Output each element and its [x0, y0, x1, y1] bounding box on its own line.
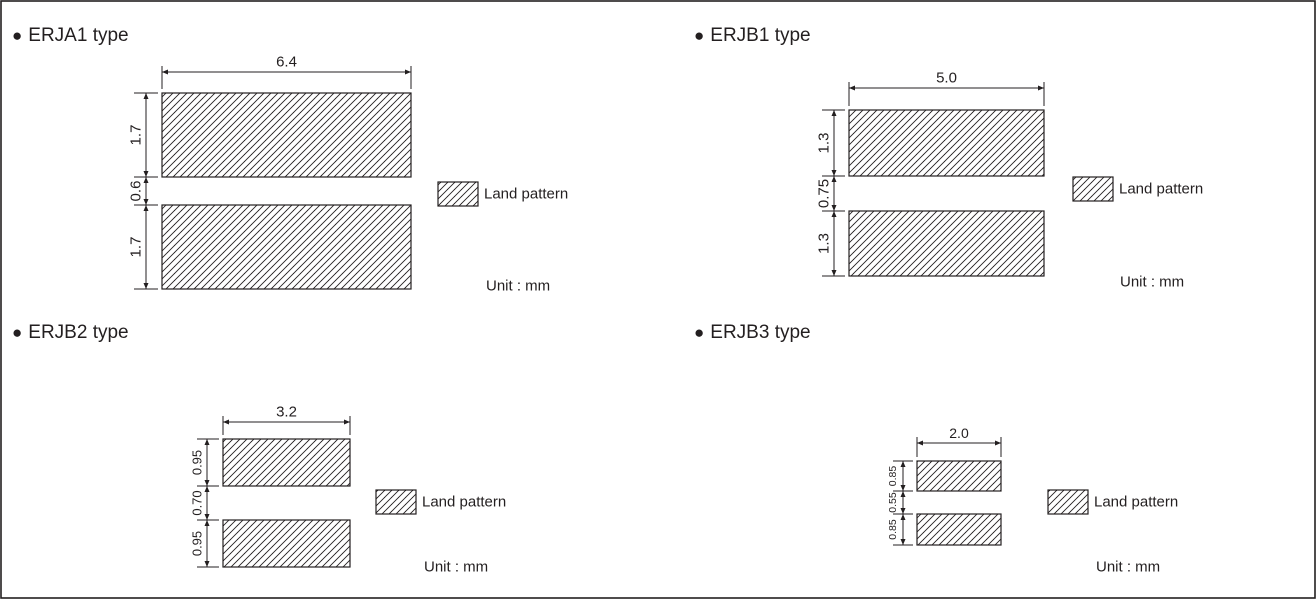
dimension-label-pad-top: 1.3: [816, 133, 833, 154]
arrowhead: [900, 491, 906, 497]
dimension-label-pad-bottom: 0.85: [887, 519, 899, 540]
legend-label: Land pattern: [1094, 494, 1178, 511]
dimension-label-width: 2.0: [949, 425, 969, 441]
arrowhead: [831, 170, 837, 176]
arrowhead: [917, 440, 923, 446]
arrowhead: [143, 177, 149, 183]
dimension-label-pad-top: 0.85: [887, 466, 899, 487]
legend-label: Land pattern: [422, 494, 506, 511]
arrowhead: [204, 480, 210, 486]
arrowhead: [143, 283, 149, 289]
dimension-label-gap: 0.70: [190, 490, 205, 515]
panel-title-text: ERJB2 type: [28, 322, 129, 343]
unit-label: Unit : mm: [1120, 274, 1184, 291]
panel-erjb2: 3.2 0.95 0.70 0.95 Land pattern Unit : mm: [190, 404, 507, 576]
legend-label: Land pattern: [484, 186, 568, 203]
unit-label: Unit : mm: [1096, 559, 1160, 576]
arrowhead: [831, 270, 837, 276]
arrowhead: [344, 419, 350, 425]
arrowhead: [831, 205, 837, 211]
arrowhead: [900, 461, 906, 467]
panel-title-erjb3: ● ERJB3 type: [694, 322, 811, 344]
dimension-label-gap: 0.55: [887, 492, 899, 513]
land-pad-top: [916, 460, 1002, 492]
arrowhead: [995, 440, 1001, 446]
land-pad-bottom: [848, 210, 1045, 277]
arrowhead: [831, 176, 837, 182]
dimension-label-width: 6.4: [276, 54, 297, 71]
legend-swatch: [1072, 176, 1114, 202]
legend-swatch: [375, 489, 417, 515]
arrowhead: [204, 486, 210, 492]
panel-erjb3: 2.0 0.85 0.55 0.85 Land pattern Unit : mm: [887, 425, 1178, 576]
arrowhead: [831, 110, 837, 116]
panel-title-text: ERJA1 type: [28, 25, 129, 46]
arrowhead: [849, 85, 855, 91]
land-pad-top: [222, 438, 351, 487]
panel-title-text: ERJB1 type: [710, 25, 811, 46]
arrowhead: [900, 485, 906, 491]
panels-layer: 6.4 1.7 0.6 1.7 Land pattern Unit : mm 5.0 1.3 0…: [128, 54, 1204, 576]
dimension-label-gap: 0.6: [128, 181, 145, 202]
dimension-label-pad-top: 0.95: [190, 450, 205, 475]
bullet-icon: ●: [12, 26, 23, 45]
arrowhead: [162, 69, 168, 75]
panel-erjb1: 5.0 1.3 0.75 1.3 Land pattern Unit : mm: [816, 70, 1204, 291]
arrowhead: [900, 539, 906, 545]
arrowhead: [204, 514, 210, 520]
panel-title-erjb1: ● ERJB1 type: [694, 25, 811, 47]
arrowhead: [143, 93, 149, 99]
arrowhead: [405, 69, 411, 75]
dimension-label-gap: 0.75: [816, 179, 833, 208]
arrowhead: [1038, 85, 1044, 91]
legend-label: Land pattern: [1119, 181, 1203, 198]
unit-label: Unit : mm: [486, 278, 550, 295]
dimension-label-pad-bottom: 0.95: [190, 531, 205, 556]
dimension-label-pad-bottom: 1.7: [128, 237, 145, 258]
dimension-label-width: 3.2: [276, 404, 297, 421]
legend-swatch: [1047, 489, 1089, 515]
arrowhead: [223, 419, 229, 425]
panel-title-erjb2: ● ERJB2 type: [12, 322, 129, 344]
arrowhead: [900, 514, 906, 520]
unit-label: Unit : mm: [424, 559, 488, 576]
dimension-label-width: 5.0: [936, 70, 957, 87]
bullet-icon: ●: [694, 323, 705, 342]
arrowhead: [204, 520, 210, 526]
dimension-label-pad-top: 1.7: [128, 125, 145, 146]
land-pad-bottom: [916, 513, 1002, 546]
bullet-icon: ●: [694, 26, 705, 45]
arrowhead: [143, 199, 149, 205]
land-pad-top: [848, 109, 1045, 177]
panel-title-text: ERJB3 type: [710, 322, 811, 343]
arrowhead: [204, 439, 210, 445]
bullet-icon: ●: [12, 323, 23, 342]
dimension-label-pad-bottom: 1.3: [816, 233, 833, 254]
land-pad-bottom: [222, 519, 351, 568]
panel-title-erja1: ● ERJA1 type: [12, 25, 129, 47]
arrowhead: [143, 171, 149, 177]
land-pad-bottom: [161, 204, 412, 290]
arrowhead: [204, 561, 210, 567]
panel-erja1: 6.4 1.7 0.6 1.7 Land pattern Unit : mm: [128, 54, 569, 295]
arrowhead: [900, 508, 906, 514]
legend-swatch: [437, 181, 479, 207]
land-pad-top: [161, 92, 412, 178]
arrowhead: [831, 211, 837, 217]
arrowhead: [143, 205, 149, 211]
